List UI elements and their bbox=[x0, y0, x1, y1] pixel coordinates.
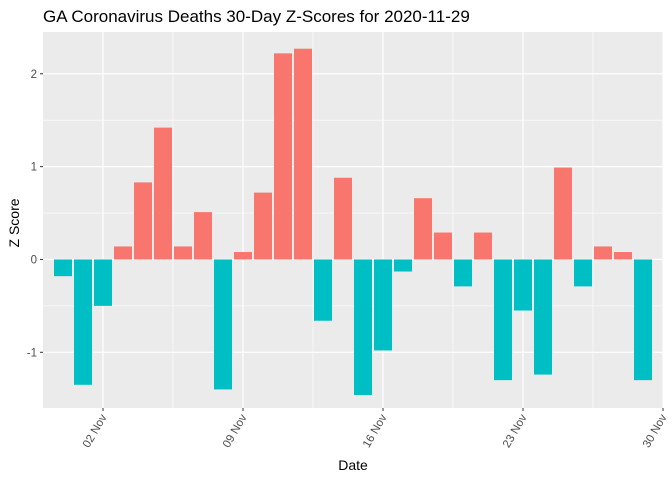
x-tick-label: 30 Nov bbox=[641, 412, 670, 450]
bar bbox=[214, 259, 232, 390]
bar bbox=[394, 259, 412, 272]
chart-title: GA Coronavirus Deaths 30-Day Z-Scores fo… bbox=[43, 7, 470, 26]
bar bbox=[274, 53, 292, 260]
bar bbox=[574, 259, 592, 287]
x-tick-label: 23 Nov bbox=[501, 412, 530, 450]
bar bbox=[254, 192, 272, 260]
bar bbox=[94, 259, 112, 306]
bar bbox=[174, 246, 192, 260]
bars bbox=[54, 48, 652, 396]
bar bbox=[594, 246, 612, 260]
bar bbox=[614, 252, 632, 260]
bar bbox=[114, 246, 132, 260]
x-axis: 02 Nov 09 Nov 16 Nov 23 Nov 30 Nov bbox=[81, 408, 670, 450]
x-tick-label: 09 Nov bbox=[221, 412, 250, 450]
bar bbox=[74, 259, 92, 385]
bar bbox=[414, 198, 432, 260]
x-tick-label: 02 Nov bbox=[81, 412, 110, 450]
bar bbox=[534, 259, 552, 375]
bar bbox=[154, 127, 172, 260]
bar bbox=[294, 48, 312, 260]
bar bbox=[514, 259, 532, 311]
bar bbox=[134, 182, 152, 260]
bar bbox=[454, 259, 472, 287]
bar bbox=[194, 212, 212, 260]
bar bbox=[234, 252, 252, 260]
bar bbox=[494, 259, 512, 381]
x-tick-label: 16 Nov bbox=[361, 412, 390, 450]
bar bbox=[374, 259, 392, 351]
y-axis-label: Z Score bbox=[6, 198, 22, 247]
y-axis: -1 0 1 2 bbox=[27, 69, 43, 359]
y-tick-label: 0 bbox=[31, 254, 37, 266]
bar bbox=[334, 177, 352, 260]
bar bbox=[634, 259, 652, 381]
bar bbox=[314, 259, 332, 321]
bar bbox=[354, 259, 372, 396]
bar bbox=[554, 167, 572, 260]
bar bbox=[434, 232, 452, 260]
bar bbox=[474, 232, 492, 260]
y-tick-label: 1 bbox=[31, 162, 37, 174]
x-axis-label: Date bbox=[338, 457, 368, 473]
bar bbox=[54, 259, 72, 277]
y-tick-label: -1 bbox=[27, 347, 37, 359]
y-tick-label: 2 bbox=[31, 69, 37, 81]
